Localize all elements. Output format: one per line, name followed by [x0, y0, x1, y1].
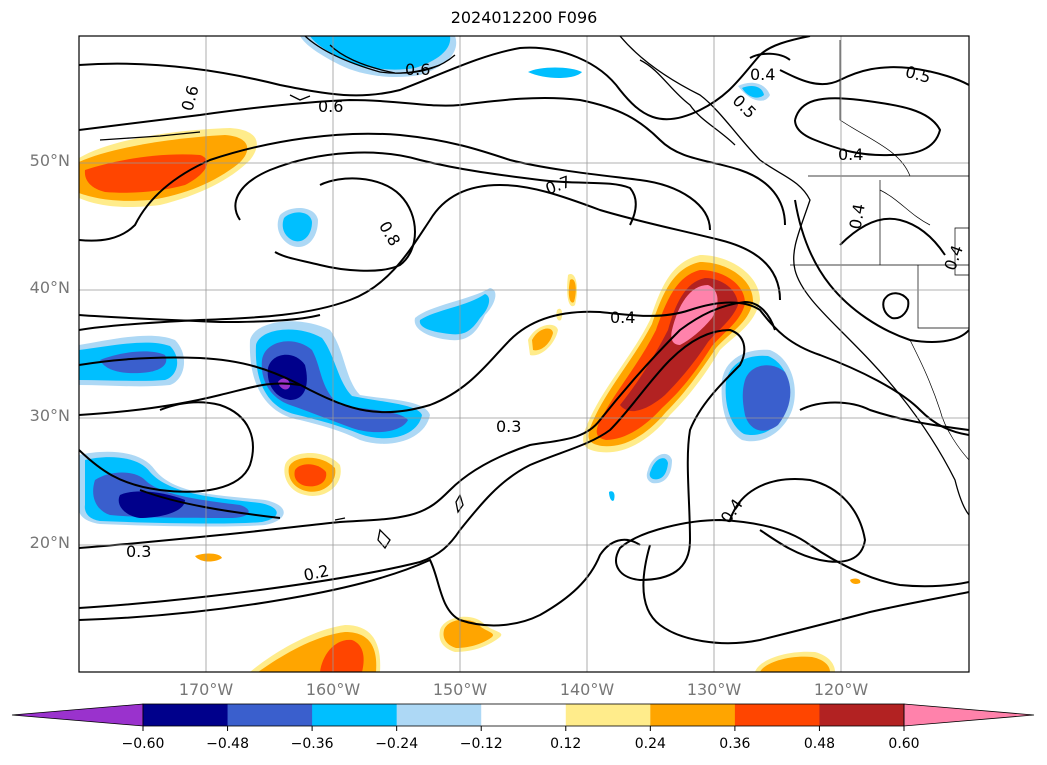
colorbar-extend-max: [903, 703, 1035, 727]
colorbar-segment: [396, 704, 482, 726]
colorbar-segment: [481, 704, 567, 726]
lat-label-30n: 30°N: [29, 406, 70, 425]
colorbar-segment: [143, 704, 229, 726]
colorbar-frame: [142, 703, 905, 727]
colorbar-tick-label: 0.12: [550, 736, 582, 752]
contour-label: 0.4: [838, 145, 863, 164]
colorbar-tick-label: −0.60: [121, 736, 165, 752]
contour-label: 0.4: [610, 308, 635, 327]
lat-label-20n: 20°N: [29, 533, 70, 552]
map-title: 2024012200 F096: [450, 8, 598, 27]
coastlines: [99, 36, 969, 550]
colorbar-segment: [734, 704, 820, 726]
colorbar-tick-label: −0.12: [459, 736, 503, 752]
lon-label-160w: 160°W: [305, 680, 361, 699]
lat-label-50n: 50°N: [29, 151, 70, 170]
lon-label-130w: 130°W: [686, 680, 742, 699]
lon-label-170w: 170°W: [178, 680, 234, 699]
contour-label: 0.2: [302, 561, 331, 585]
graticule: [79, 36, 969, 672]
colorbar-tick-label: −0.24: [375, 736, 419, 752]
borders: [790, 40, 969, 461]
contour-label: 0.6: [405, 60, 430, 79]
lat-label-40n: 40°N: [29, 278, 70, 297]
map-frame: [78, 35, 970, 673]
contour-label: 0.3: [496, 417, 521, 436]
colorbar-tick-label: 0.24: [634, 736, 666, 752]
colorbar-extend-min: [11, 703, 144, 727]
colorbar-tick-label: −0.48: [206, 736, 249, 752]
colorbar-tick-label: 0.60: [888, 736, 920, 752]
colorbar-segment: [312, 704, 398, 726]
lon-label-120w: 120°W: [813, 680, 869, 699]
colorbar-segment: [565, 704, 651, 726]
contour-label: 0.4: [750, 65, 775, 84]
lon-label-150w: 150°W: [432, 680, 488, 699]
lon-label-140w: 140°W: [559, 680, 615, 699]
contour-label: 0.4: [846, 202, 869, 230]
contour-label: 0.6: [318, 97, 343, 116]
colorbar: [11, 703, 1035, 731]
contour-label: 0.3: [126, 542, 151, 561]
colorbar-segment: [227, 704, 313, 726]
colorbar-tick-label: −0.36: [290, 736, 334, 752]
colorbar-tick-label: 0.48: [803, 736, 836, 752]
colorbar-tick-label: 0.36: [719, 736, 751, 752]
colorbar-segment: [650, 704, 736, 726]
colorbar-segment: [819, 704, 905, 726]
